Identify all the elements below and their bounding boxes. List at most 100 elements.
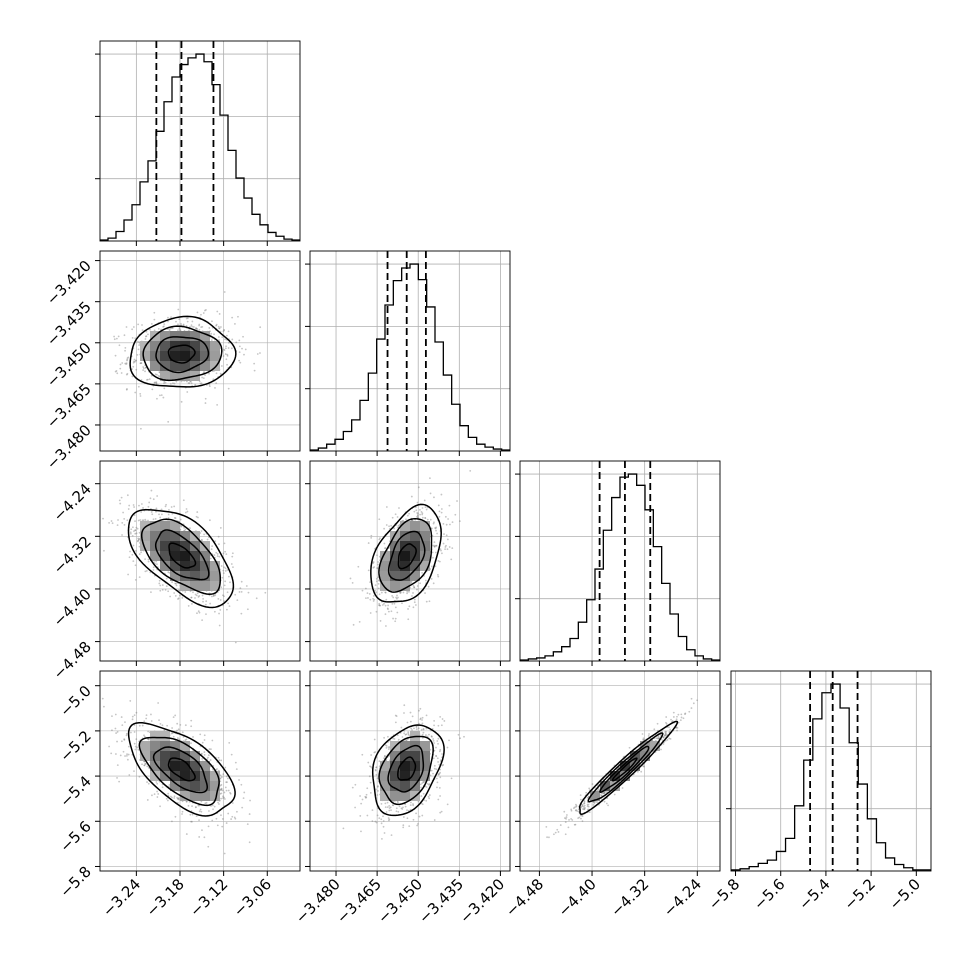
sample-point [230, 753, 233, 756]
sample-point [168, 329, 171, 332]
sample-point [433, 545, 436, 548]
sample-point [384, 591, 387, 594]
sample-point [228, 575, 230, 578]
sample-point [229, 581, 231, 584]
sample-point [369, 598, 372, 601]
sample-point [174, 714, 177, 717]
sample-point [409, 804, 412, 807]
sample-point [216, 555, 219, 557]
sample-point [388, 807, 391, 810]
sample-point [151, 794, 153, 797]
sample-point [433, 749, 436, 752]
sample-point [157, 702, 160, 704]
panel-frame [309, 670, 511, 872]
histogram-panel-1 [310, 251, 510, 451]
sample-point [408, 590, 410, 593]
density-cell [410, 541, 420, 551]
sample-point [442, 763, 445, 766]
sample-point [160, 394, 163, 396]
sample-point [122, 750, 125, 753]
sample-point [155, 507, 158, 510]
sample-point [231, 338, 234, 341]
sample-point [439, 795, 441, 797]
sample-point [182, 499, 185, 502]
sample-point [200, 530, 203, 532]
sample-point [190, 719, 193, 722]
sample-point [131, 718, 134, 721]
sample-point [144, 570, 147, 573]
contour-level-0 [167, 757, 196, 782]
sample-point [190, 596, 193, 599]
sample-point [152, 566, 155, 569]
sample-point [422, 780, 425, 783]
sample-point [416, 585, 419, 587]
sample-point [139, 392, 142, 395]
density-cell [160, 741, 170, 751]
sample-point [226, 781, 228, 784]
sample-point [419, 707, 422, 710]
sample-point [377, 576, 379, 579]
sample-point [403, 732, 406, 735]
scatter-panel-3-0 [100, 671, 300, 871]
sample-point [405, 733, 408, 736]
sample-point [375, 766, 378, 769]
sample-point [216, 310, 219, 313]
sample-point [220, 789, 222, 792]
sample-point [360, 802, 363, 805]
sample-point [127, 356, 130, 359]
sample-point [259, 326, 262, 329]
sample-point [359, 795, 361, 797]
sample-point [437, 742, 439, 745]
sample-point [201, 594, 204, 597]
sample-point [377, 587, 380, 590]
sample-point [180, 524, 182, 527]
sample-point [147, 505, 150, 508]
sample-point [383, 542, 386, 545]
sample-point [582, 808, 584, 810]
sample-point [137, 748, 140, 751]
sample-point [207, 845, 210, 848]
histogram-step-0 [100, 53, 300, 241]
sample-point [383, 832, 386, 834]
sample-point [376, 554, 378, 557]
sample-point [234, 593, 237, 596]
sample-point [423, 780, 426, 783]
sample-point [413, 598, 416, 601]
sample-point [218, 803, 220, 805]
sample-point [392, 804, 395, 807]
sample-point [189, 325, 191, 328]
sample-point [225, 358, 228, 361]
sample-point [204, 402, 207, 404]
sample-point [245, 585, 248, 587]
sample-point [613, 793, 616, 796]
sample-point [219, 784, 222, 787]
density-cell [390, 751, 400, 761]
sample-point [132, 504, 135, 506]
sample-point [386, 806, 389, 809]
sample-point [120, 372, 123, 374]
sample-point [128, 774, 131, 776]
sample-point [234, 817, 237, 820]
sample-point [207, 825, 210, 828]
sample-point [218, 543, 220, 545]
sample-point [181, 596, 184, 599]
sample-point [116, 524, 119, 527]
sample-point [385, 746, 388, 749]
sample-point [414, 604, 417, 606]
density-cell [400, 571, 410, 581]
sample-point [400, 726, 403, 729]
sample-point [154, 517, 157, 520]
sample-point [155, 381, 158, 383]
sample-point [684, 713, 686, 715]
density-cell [160, 351, 170, 361]
sample-point [153, 561, 156, 563]
sample-point [226, 569, 229, 571]
sample-point [126, 357, 129, 360]
sample-point [159, 805, 161, 808]
sample-point [219, 326, 222, 328]
sample-point [192, 326, 195, 328]
sample-point [126, 359, 128, 362]
sample-point [435, 544, 438, 547]
sample-point [420, 795, 423, 797]
